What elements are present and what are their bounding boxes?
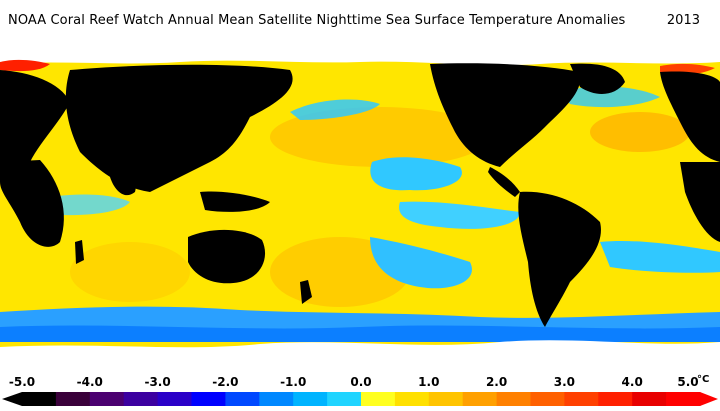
north-atlantic-cool-patch (560, 86, 660, 108)
legend-color-swatch (157, 392, 192, 406)
land-new-zealand (300, 280, 312, 304)
land-japan (228, 100, 242, 130)
north-pacific-cool-patch (290, 99, 380, 120)
legend-color-swatch (89, 392, 125, 406)
legend-color-swatch (225, 392, 260, 406)
legend-color-swatch (327, 392, 362, 406)
legend-color-swatch (293, 392, 328, 406)
legend-tick-label: -2.0 (212, 375, 239, 389)
land-maritime-southeast-asia (200, 191, 270, 212)
land-europe-east (660, 71, 720, 162)
south-pacific-cool-anomaly (370, 237, 472, 289)
land-north-america (430, 63, 581, 167)
land-australia (188, 229, 266, 284)
east-pacific-cool-anomaly (370, 157, 462, 191)
legend-color-swatch (22, 392, 57, 406)
land-europe-asia-west (0, 70, 70, 162)
legend-tick-label: 1.0 (418, 375, 440, 389)
legend-color-swatch (598, 392, 633, 406)
land-asia (65, 64, 293, 192)
legend-color-swatch (428, 392, 464, 406)
legend-color-swatch (55, 392, 91, 406)
legend-tick-label: 4.0 (621, 375, 643, 389)
land-central-america (488, 167, 520, 197)
sst-anomaly-map (0, 42, 720, 372)
legend-color-swatch (123, 392, 159, 406)
legend-color-swatch (530, 392, 565, 406)
land-madagascar (75, 240, 84, 264)
legend-color-swatch (666, 392, 701, 406)
land-africa-east (680, 162, 720, 242)
legend-color-swatch (191, 392, 226, 406)
legend-color-swatch (632, 392, 667, 406)
north-atlantic-warm-anomaly (590, 112, 690, 152)
legend-unit: °C (697, 374, 710, 385)
title-bar: NOAA Coral Reef Watch Annual Mean Satell… (0, 0, 720, 42)
land-india (110, 160, 136, 196)
indian-ocean-warm-anomaly (70, 242, 190, 302)
color-legend: -5.0 -4.0 -3.0 -2.0 -1.0 0.0 1.0 2.0 3.0 4.0 5.0 °… (0, 372, 720, 411)
legend-color-swatch (259, 392, 294, 406)
legend-tick-label: 3.0 (553, 375, 576, 389)
legend-colorbar (2, 392, 718, 406)
legend-tick-label: 2.0 (485, 375, 508, 389)
legend-tick-label: -5.0 (8, 375, 36, 389)
legend-max-arrow (700, 392, 718, 406)
antarctica-ice (0, 340, 720, 372)
land-greenland (570, 63, 625, 94)
legend-tick-label: -1.0 (280, 375, 307, 389)
legend-tick-label: -3.0 (144, 375, 171, 389)
legend-color-swatch (496, 392, 531, 406)
tropical-pacific-cool-tongue (399, 201, 520, 229)
legend-color-swatch (462, 392, 498, 406)
arctic-hot-anomaly-west (0, 59, 50, 72)
north-pacific-warm-anomaly (270, 107, 490, 167)
legend-color-swatch (394, 392, 430, 406)
southern-ocean-cool-band-2 (0, 325, 720, 342)
legend-tick-label: -4.0 (76, 375, 103, 389)
south-atlantic-cool-anomaly (600, 241, 720, 273)
land-africa (0, 160, 64, 247)
legend-min-arrow (2, 392, 22, 406)
legend-color-swatch (564, 392, 599, 406)
map-title: NOAA Coral Reef Watch Annual Mean Satell… (8, 13, 626, 28)
map-canvas (0, 42, 720, 372)
land-south-america (518, 191, 601, 327)
map-year: 2013 (666, 13, 700, 28)
legend-tick-label: 0.0 (350, 375, 372, 389)
legend-color-swatch (361, 392, 396, 406)
arctic-ice-north (0, 42, 720, 66)
legend-tick-label: 5.0 (677, 375, 699, 389)
